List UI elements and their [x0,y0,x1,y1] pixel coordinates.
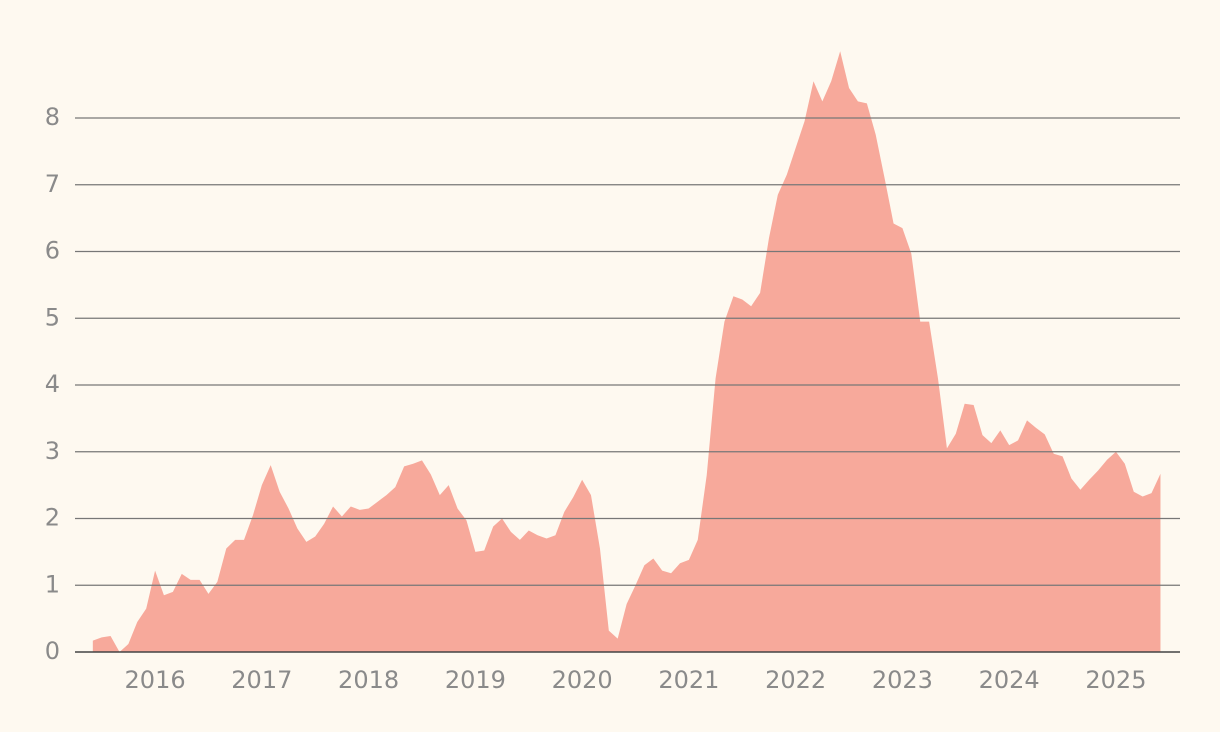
x-tick-label: 2020 [552,666,613,694]
y-tick-label: 4 [45,370,60,398]
y-tick-label: 8 [45,103,60,131]
y-tick-label: 3 [45,437,60,465]
x-tick-label: 2016 [125,666,186,694]
x-tick-label: 2019 [445,666,506,694]
x-tick-label: 2022 [765,666,826,694]
x-tick-label: 2025 [1085,666,1146,694]
x-tick-label: 2018 [338,666,399,694]
y-tick-label: 7 [45,170,60,198]
x-tick-label: 2017 [231,666,292,694]
x-tick-label: 2023 [872,666,933,694]
y-tick-label: 0 [45,637,60,665]
area [92,51,1161,652]
y-tick-label: 6 [45,237,60,265]
y-tick-label: 2 [45,504,60,532]
y-tick-label: 1 [45,570,60,598]
y-tick-label: 5 [45,303,60,331]
x-tick-label: 2024 [979,666,1040,694]
x-tick-label: 2021 [658,666,719,694]
